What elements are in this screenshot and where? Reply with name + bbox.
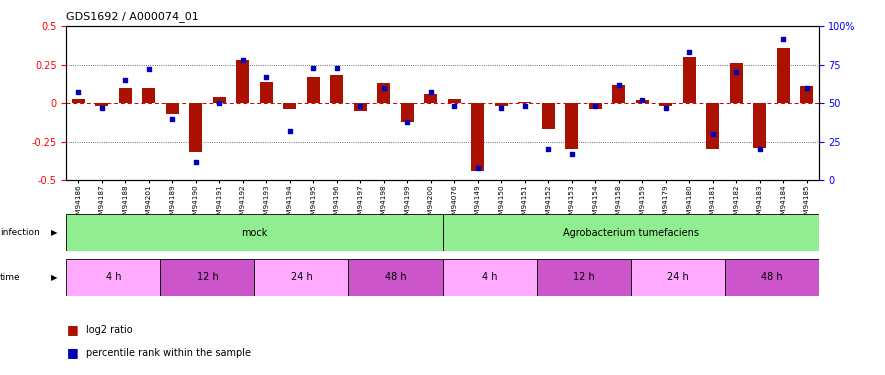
- Bar: [349, 259, 442, 296]
- Point: [494, 105, 508, 111]
- Bar: [542, 103, 555, 129]
- Text: 12 h: 12 h: [573, 273, 595, 282]
- Point: [542, 146, 556, 152]
- Bar: [66, 214, 442, 251]
- Bar: [377, 83, 390, 103]
- Point: [424, 89, 438, 95]
- Text: log2 ratio: log2 ratio: [86, 325, 133, 335]
- Bar: [612, 85, 626, 103]
- Point: [447, 103, 461, 109]
- Bar: [683, 57, 696, 103]
- Text: GDS1692 / A000074_01: GDS1692 / A000074_01: [66, 12, 199, 22]
- Point: [95, 105, 109, 111]
- Text: 12 h: 12 h: [196, 273, 219, 282]
- Bar: [255, 259, 349, 296]
- Text: ■: ■: [66, 324, 78, 336]
- Point: [118, 77, 132, 83]
- Bar: [189, 103, 202, 152]
- Bar: [635, 100, 649, 103]
- Text: ▶: ▶: [51, 228, 58, 237]
- Point: [658, 105, 673, 111]
- Point: [612, 82, 626, 88]
- Point: [329, 65, 343, 71]
- Point: [800, 85, 814, 91]
- Text: 48 h: 48 h: [761, 273, 782, 282]
- Bar: [730, 63, 743, 103]
- Bar: [236, 60, 250, 103]
- Text: 4 h: 4 h: [481, 273, 497, 282]
- Text: ▶: ▶: [51, 273, 58, 282]
- Point: [353, 103, 367, 109]
- Bar: [354, 103, 366, 111]
- Bar: [777, 48, 789, 103]
- Bar: [165, 103, 179, 114]
- Bar: [536, 259, 630, 296]
- Point: [212, 100, 227, 106]
- Bar: [448, 99, 461, 103]
- Bar: [495, 103, 508, 106]
- Bar: [442, 214, 819, 251]
- Bar: [66, 259, 160, 296]
- Text: 4 h: 4 h: [105, 273, 121, 282]
- Point: [589, 103, 603, 109]
- Bar: [330, 75, 343, 103]
- Text: mock: mock: [242, 228, 267, 237]
- Bar: [589, 103, 602, 109]
- Bar: [160, 259, 255, 296]
- Point: [471, 165, 485, 171]
- Bar: [259, 82, 273, 103]
- Bar: [283, 103, 296, 109]
- Point: [165, 116, 180, 122]
- Point: [142, 66, 156, 72]
- Point: [518, 103, 532, 109]
- Text: percentile rank within the sample: percentile rank within the sample: [86, 348, 250, 357]
- Point: [729, 69, 743, 75]
- Bar: [401, 103, 413, 122]
- Bar: [725, 259, 819, 296]
- Bar: [659, 103, 673, 106]
- Bar: [307, 77, 319, 103]
- Point: [71, 89, 85, 95]
- Bar: [424, 94, 437, 103]
- Point: [235, 57, 250, 63]
- Text: 24 h: 24 h: [666, 273, 689, 282]
- Text: 24 h: 24 h: [290, 273, 312, 282]
- Text: infection: infection: [0, 228, 40, 237]
- Bar: [212, 97, 226, 103]
- Point: [400, 118, 414, 124]
- Point: [282, 128, 296, 134]
- Bar: [566, 103, 578, 149]
- Point: [682, 50, 696, 55]
- Bar: [442, 259, 536, 296]
- Bar: [753, 103, 766, 148]
- Bar: [96, 103, 108, 106]
- Bar: [472, 103, 484, 171]
- Bar: [72, 99, 85, 103]
- Text: ■: ■: [66, 346, 78, 359]
- Point: [259, 74, 273, 80]
- Point: [565, 151, 579, 157]
- Bar: [142, 88, 155, 103]
- Point: [705, 131, 720, 137]
- Bar: [630, 259, 725, 296]
- Bar: [800, 86, 813, 103]
- Text: time: time: [0, 273, 20, 282]
- Point: [753, 146, 767, 152]
- Point: [776, 36, 790, 42]
- Text: Agrobacterium tumefaciens: Agrobacterium tumefaciens: [563, 228, 698, 237]
- Point: [635, 97, 650, 103]
- Point: [377, 85, 391, 91]
- Bar: [519, 102, 531, 103]
- Text: 48 h: 48 h: [385, 273, 406, 282]
- Point: [306, 65, 320, 71]
- Bar: [119, 88, 132, 103]
- Bar: [706, 103, 720, 149]
- Point: [189, 159, 203, 165]
